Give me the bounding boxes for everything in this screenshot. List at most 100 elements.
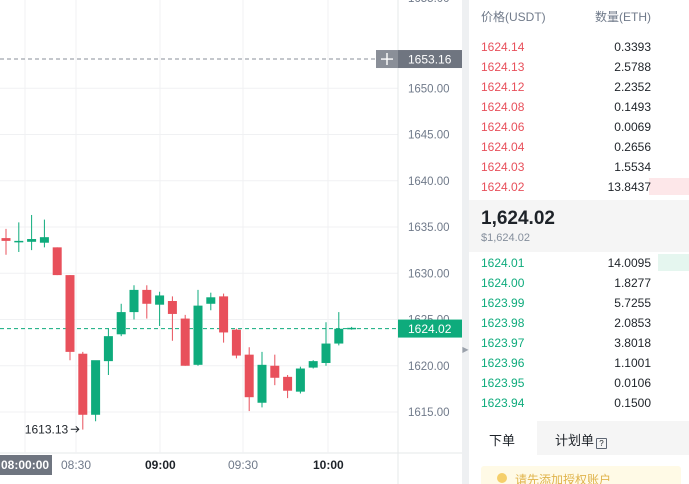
tab-place-order[interactable]: 下单	[489, 433, 516, 448]
price-axis-label: 1640.00	[408, 176, 450, 188]
ask-depth-bar	[649, 178, 689, 195]
bid-price: 1623.95	[481, 376, 525, 390]
bid-quantity: 1.1001	[614, 356, 651, 370]
candle-body[interactable]	[295, 368, 305, 392]
price-axis-label: 1635.00	[408, 222, 450, 234]
candle-body[interactable]	[78, 353, 88, 415]
ask-quantity: 1.5534	[614, 160, 651, 174]
ask-row[interactable]: 1624.03 1.5534	[469, 157, 689, 177]
bid-row[interactable]: 1623.97 3.8018	[469, 333, 689, 353]
crosshair-time-label: 08:00:00	[1, 458, 49, 472]
candle-body[interactable]	[283, 376, 293, 391]
bid-price: 1623.98	[481, 316, 525, 330]
candle-body[interactable]	[219, 296, 229, 333]
candle-body[interactable]	[103, 336, 113, 362]
ask-price: 1624.12	[481, 80, 525, 94]
candle-body[interactable]	[193, 305, 203, 365]
help-icon[interactable]: ?	[596, 438, 608, 449]
ask-price: 1624.06	[481, 120, 525, 134]
candlestick-chart-panel[interactable]: 1650.001645.001640.001635.001630.001625.…	[0, 0, 462, 484]
bid-quantity: 14.0095	[607, 256, 651, 270]
candle-body[interactable]	[65, 275, 75, 352]
crosshair-price-tag	[398, 50, 462, 69]
crosshair-time-tag	[0, 455, 52, 475]
ask-row[interactable]: 1624.06 0.0069	[469, 117, 689, 137]
ask-quantity: 2.5788	[614, 60, 651, 74]
price-axis-label: 1630.00	[408, 268, 450, 280]
time-axis-label: 09:00	[145, 458, 176, 472]
ask-price: 1624.04	[481, 140, 525, 154]
bid-price: 1623.97	[481, 336, 525, 350]
ask-quantity: 13.8437	[607, 180, 651, 194]
ask-row[interactable]: 1624.04 0.2656	[469, 137, 689, 157]
bid-row[interactable]: 1624.00 1.8277	[469, 273, 689, 293]
bid-quantity: 5.7255	[614, 296, 651, 310]
candle-body[interactable]	[91, 360, 101, 415]
candle-body[interactable]	[167, 301, 177, 314]
candle-body[interactable]	[14, 240, 24, 243]
candle-body[interactable]	[1, 238, 11, 241]
last-price-box: 1,624.02 $1,624.02	[469, 200, 689, 252]
last-price: 1,624.02	[481, 208, 555, 229]
candle-body[interactable]	[27, 239, 37, 242]
bid-row[interactable]: 1623.94 0.1500	[469, 393, 689, 413]
candlestick-chart[interactable]: 1650.001645.001640.001635.001630.001625.…	[0, 0, 462, 484]
ask-row[interactable]: 1624.08 0.1493	[469, 97, 689, 117]
candle-body[interactable]	[231, 329, 241, 356]
ask-row[interactable]: 1624.02 13.8437	[469, 177, 689, 197]
candle-body[interactable]	[129, 289, 139, 313]
ask-row[interactable]: 1624.12 2.2352	[469, 77, 689, 97]
candle-body[interactable]	[308, 361, 318, 368]
active-tab-background	[469, 421, 537, 455]
bid-quantity: 0.0106	[614, 376, 651, 390]
order-tabs: 下单 计划单?	[469, 421, 689, 455]
candle-body[interactable]	[52, 247, 62, 276]
candle-body[interactable]	[116, 312, 126, 335]
bid-row[interactable]: 1623.96 1.1001	[469, 353, 689, 373]
candle-body[interactable]	[334, 328, 344, 344]
candle-body[interactable]	[155, 295, 165, 305]
panel-splitter[interactable]: ▶	[462, 0, 469, 484]
collapse-arrow-icon[interactable]: ▶	[462, 345, 469, 354]
bid-row[interactable]: 1623.99 5.7255	[469, 293, 689, 313]
ask-price: 1624.13	[481, 60, 525, 74]
candle-body[interactable]	[270, 365, 280, 378]
crosshair-price: 1653.16	[408, 53, 452, 67]
candle-body[interactable]	[244, 354, 254, 398]
bid-price: 1623.99	[481, 296, 525, 310]
bid-price: 1624.01	[481, 256, 525, 270]
ask-row[interactable]: 1624.14 0.3393	[469, 37, 689, 57]
ask-row[interactable]: 1624.13 2.5788	[469, 57, 689, 77]
bid-quantity: 0.1500	[614, 396, 651, 410]
ask-quantity: 0.3393	[614, 40, 651, 54]
candle-body[interactable]	[206, 297, 216, 304]
ask-price: 1624.14	[481, 40, 525, 54]
last-price-fiat: $1,624.02	[481, 232, 530, 244]
time-axis-label: 08:30	[61, 458, 91, 472]
arrow-right-icon	[70, 425, 80, 433]
bid-quantity: 2.0853	[614, 316, 651, 330]
bid-price: 1624.00	[481, 276, 525, 290]
bid-price: 1623.96	[481, 356, 525, 370]
bid-depth-bar	[658, 254, 689, 271]
notice-text: 请先添加授权账户	[515, 473, 612, 484]
candle-body[interactable]	[180, 318, 190, 366]
bid-quantity: 3.8018	[614, 336, 651, 350]
price-axis-label: 1620.00	[408, 361, 450, 373]
candle-body[interactable]	[347, 327, 357, 330]
order-book-header: 价格(USDT) 数量(ETH)	[469, 6, 689, 26]
bid-row[interactable]: 1623.98 2.0853	[469, 313, 689, 333]
authorization-notice[interactable]: 请先添加授权账户	[481, 466, 681, 484]
bid-price: 1623.94	[481, 396, 525, 410]
candle-body[interactable]	[321, 343, 331, 363]
bid-row[interactable]: 1624.01 14.0095	[469, 253, 689, 273]
candle-body[interactable]	[142, 289, 152, 304]
tab-plan-order[interactable]: 计划单?	[555, 430, 608, 449]
time-axis-label: 10:00	[313, 458, 344, 472]
order-book: 价格(USDT) 数量(ETH) 1624.14 0.3393 1624.13 2.5…	[469, 0, 689, 484]
candle-body[interactable]	[257, 364, 267, 403]
ask-quantity: 0.1493	[614, 100, 651, 114]
bid-row[interactable]: 1623.95 0.0106	[469, 373, 689, 393]
price-axis-label: 1650.00	[408, 83, 450, 95]
candle-body[interactable]	[39, 237, 49, 243]
